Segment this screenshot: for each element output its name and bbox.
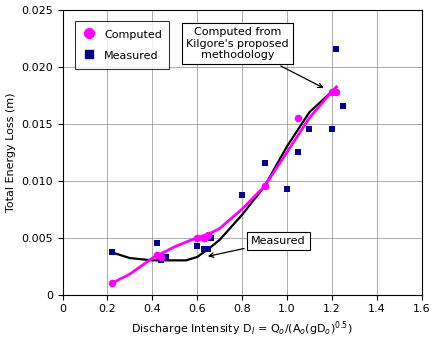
Point xyxy=(340,104,347,109)
Point xyxy=(261,183,268,189)
Legend: Computed, Measured: Computed, Measured xyxy=(75,21,169,69)
Point xyxy=(194,243,201,248)
Point xyxy=(333,47,340,52)
Point xyxy=(238,193,245,198)
Point xyxy=(162,254,169,260)
Point xyxy=(201,235,208,240)
Point xyxy=(158,258,165,263)
Point xyxy=(283,186,290,191)
Point xyxy=(261,161,268,166)
Point xyxy=(201,246,208,252)
Point xyxy=(333,89,340,94)
Point xyxy=(328,127,335,132)
Point xyxy=(328,89,335,94)
Point xyxy=(295,115,302,121)
Point xyxy=(295,149,302,155)
Point xyxy=(158,254,165,260)
Point xyxy=(205,233,212,238)
Text: Computed from
Kilgore's proposed
methodology: Computed from Kilgore's proposed methodo… xyxy=(186,27,323,87)
Point xyxy=(109,280,116,286)
Point xyxy=(207,235,214,240)
Point xyxy=(153,240,160,246)
Point xyxy=(109,250,116,255)
Point xyxy=(205,246,212,252)
Text: Measured: Measured xyxy=(209,236,306,257)
X-axis label: Discharge Intensity D$_I$ = Q$_o$/(A$_o$(gD$_o$)$^{0.5}$): Discharge Intensity D$_I$ = Q$_o$/(A$_o$… xyxy=(131,320,353,338)
Y-axis label: Total Energy Loss (m): Total Energy Loss (m) xyxy=(6,92,16,212)
Point xyxy=(194,235,201,240)
Point xyxy=(153,252,160,257)
Point xyxy=(306,127,313,132)
